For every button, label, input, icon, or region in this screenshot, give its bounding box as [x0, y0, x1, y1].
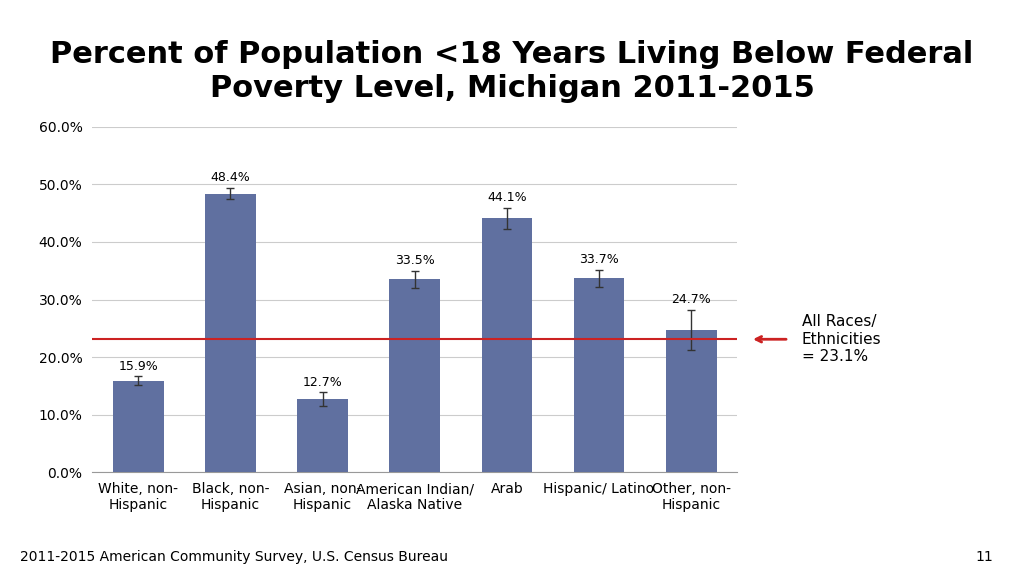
Bar	[481, 218, 532, 472]
Text: All Races/
Ethnicities
= 23.1%: All Races/ Ethnicities = 23.1%	[802, 314, 882, 364]
Bar	[297, 399, 348, 472]
Text: 48.4%: 48.4%	[211, 171, 250, 184]
Text: 44.1%: 44.1%	[487, 191, 526, 204]
Text: 24.7%: 24.7%	[672, 293, 711, 306]
Text: 33.5%: 33.5%	[395, 254, 434, 267]
Bar	[113, 381, 164, 472]
Text: 2011-2015 American Community Survey, U.S. Census Bureau: 2011-2015 American Community Survey, U.S…	[20, 551, 449, 564]
Text: 11: 11	[976, 551, 993, 564]
Bar	[205, 194, 256, 472]
Bar	[573, 278, 625, 472]
Bar	[666, 330, 717, 472]
Text: 12.7%: 12.7%	[303, 376, 342, 389]
Text: Percent of Population <18 Years Living Below Federal
Poverty Level, Michigan 201: Percent of Population <18 Years Living B…	[50, 40, 974, 103]
Bar	[389, 279, 440, 472]
Text: 33.7%: 33.7%	[580, 253, 618, 266]
Text: 15.9%: 15.9%	[119, 359, 158, 373]
